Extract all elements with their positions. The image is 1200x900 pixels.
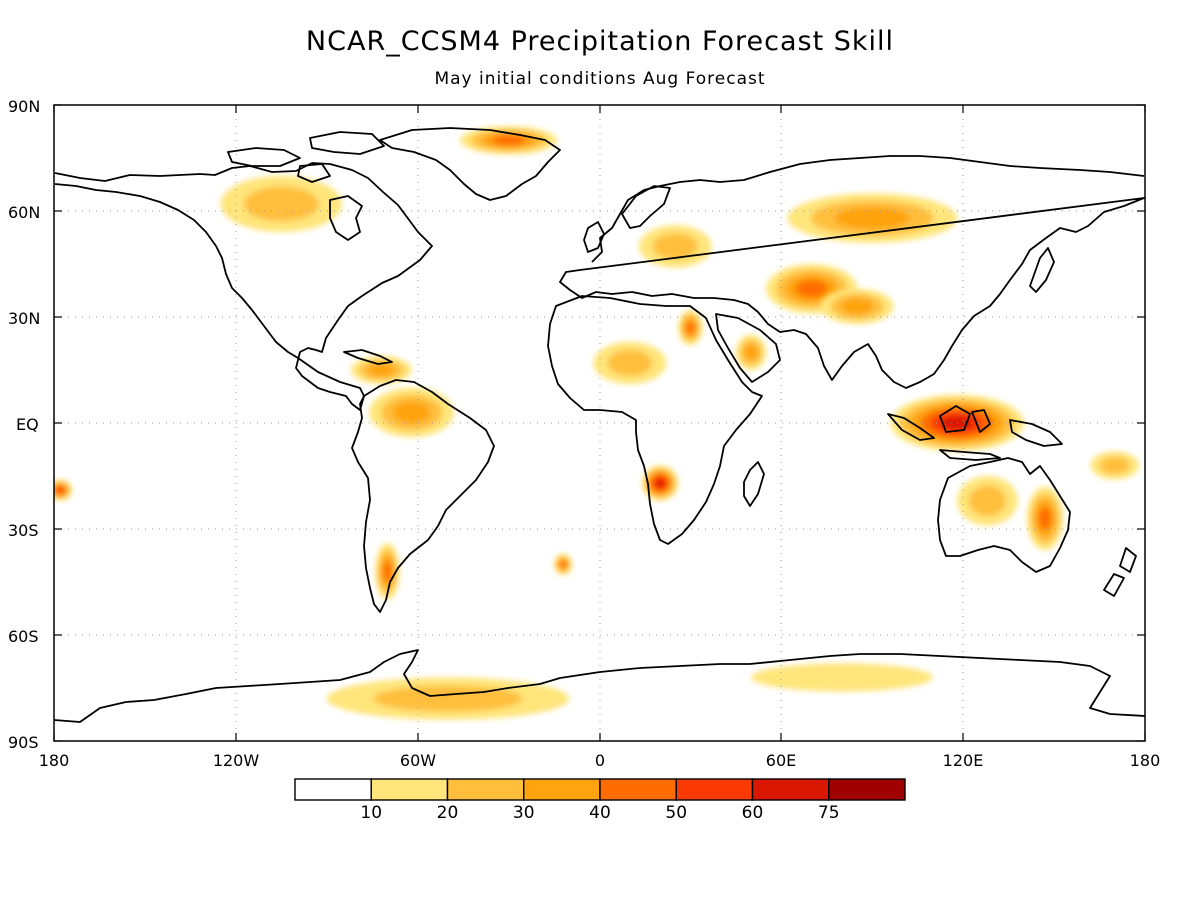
lon-label-180w: 180 xyxy=(39,751,70,770)
skill-contour xyxy=(795,280,828,298)
lat-labels: 90N 60N 30N EQ 30S 60S 90S xyxy=(8,97,40,752)
skill-contour xyxy=(834,207,910,230)
colorbar-swatch xyxy=(294,778,372,801)
skill-region xyxy=(820,288,894,325)
skill-region xyxy=(375,543,400,600)
skill-contour xyxy=(744,344,758,361)
skill-contour xyxy=(1038,507,1052,530)
skill-contour xyxy=(968,485,1007,516)
colorbar-level-label: 30 xyxy=(513,803,535,823)
skill-region xyxy=(751,663,933,692)
colorbar-level-label: 10 xyxy=(360,803,382,823)
colorbar-swatch xyxy=(675,778,754,801)
skill-contour xyxy=(607,349,653,376)
lat-label-eq: EQ xyxy=(16,415,39,434)
skill-contour xyxy=(1099,456,1130,475)
coast-eurasia xyxy=(559,155,1145,389)
coast-japan xyxy=(1029,247,1055,293)
skill-region xyxy=(638,225,712,268)
skill-contour xyxy=(367,363,395,377)
colorbar-swatch xyxy=(523,778,601,801)
skill-contour xyxy=(491,135,526,146)
skill-contour xyxy=(383,561,392,582)
colorbar-swatch xyxy=(446,778,525,801)
coast-madagascar xyxy=(743,461,765,507)
skill-contour xyxy=(243,186,319,222)
lat-label-60s: 60S xyxy=(8,627,39,646)
coast-arabia xyxy=(715,313,781,383)
map-title: NCAR_CCSM4 Precipitation Forecast Skill xyxy=(305,26,895,57)
skill-contour xyxy=(56,487,64,494)
lon-labels: 180 120W 60W 0 60E 120E 180 xyxy=(39,751,1161,770)
skill-region xyxy=(350,355,412,385)
skill-region xyxy=(369,387,455,438)
colorbar xyxy=(294,778,906,801)
colorbar-level-label: 20 xyxy=(437,803,459,823)
coast-africa xyxy=(547,295,763,545)
lon-label-60e: 60E xyxy=(766,751,796,770)
map-subtitle: May initial conditions Aug Forecast xyxy=(434,69,766,89)
skill-region xyxy=(220,175,342,233)
coast-arctic-islands xyxy=(227,131,385,183)
skill-contour xyxy=(751,663,933,692)
lon-label-0: 0 xyxy=(595,751,605,770)
coast-britain xyxy=(583,221,605,253)
colorbar-level-label: 60 xyxy=(742,803,764,823)
colorbar-labels: 10 20 30 40 50 60 75 xyxy=(360,803,839,823)
skill-region xyxy=(735,334,767,371)
coast-cuba xyxy=(343,349,393,365)
lat-label-90n: 90N xyxy=(8,97,40,116)
skill-region xyxy=(554,553,573,575)
coast-new-zealand xyxy=(1103,547,1137,597)
colorbar-level-label: 50 xyxy=(665,803,687,823)
coast-new-guinea xyxy=(1009,419,1063,447)
coastlines xyxy=(54,127,1145,723)
colorbar-swatch xyxy=(828,778,906,801)
skill-region xyxy=(54,479,73,501)
lat-axis-ticks xyxy=(54,104,1145,742)
coast-greenland xyxy=(379,127,561,201)
lon-label-180e: 180 xyxy=(1130,751,1161,770)
lon-label-120e: 120E xyxy=(943,751,984,770)
colorbar-swatch xyxy=(599,778,677,801)
coast-indonesia xyxy=(887,405,1001,461)
skill-contour xyxy=(686,321,695,334)
skill-region xyxy=(641,465,679,501)
skill-region xyxy=(1090,451,1139,480)
coast-hudson-bay xyxy=(329,195,363,241)
skill-region xyxy=(326,677,570,720)
lon-label-60w: 60W xyxy=(400,751,436,770)
coast-antarctica xyxy=(54,649,1145,723)
colorbar-swatch xyxy=(751,778,830,801)
lat-label-30n: 30N xyxy=(8,309,40,328)
skill-region xyxy=(1026,486,1064,551)
lat-label-30s: 30S xyxy=(8,521,39,540)
grid-lines xyxy=(54,105,1145,741)
skill-region xyxy=(787,193,958,243)
skill-contour xyxy=(392,401,431,424)
lat-label-90s: 90S xyxy=(8,733,39,752)
coast-scandinavia xyxy=(621,185,671,229)
skill-contour xyxy=(652,233,698,260)
skill-region xyxy=(957,476,1018,526)
lon-label-120w: 120W xyxy=(213,751,260,770)
skill-contour xyxy=(559,560,567,569)
colorbar-swatch xyxy=(370,778,449,801)
skill-region xyxy=(460,126,558,155)
lat-label-60n: 60N xyxy=(8,203,40,222)
skill-region xyxy=(593,341,667,385)
lon-axis-ticks xyxy=(53,105,1146,741)
skill-contour xyxy=(655,478,665,488)
colorbar-level-label: 40 xyxy=(589,803,611,823)
colorbar-level-label: 75 xyxy=(818,803,840,823)
skill-region xyxy=(678,309,703,346)
coast-australia xyxy=(937,457,1071,573)
skill-contour xyxy=(840,298,874,315)
coast-south-america xyxy=(351,379,495,613)
